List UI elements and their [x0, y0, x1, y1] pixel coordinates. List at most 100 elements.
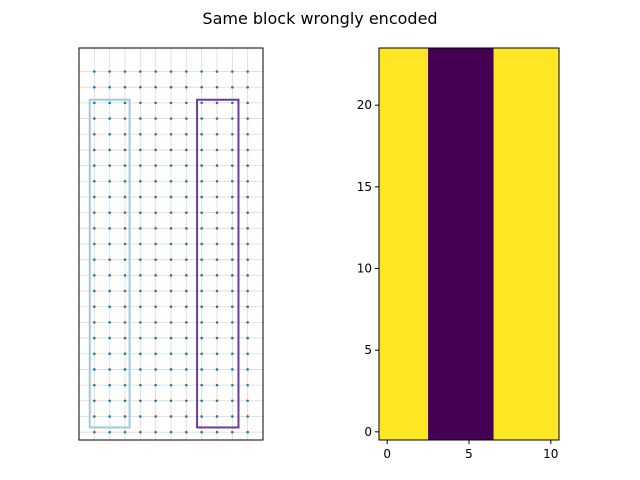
data-point [139, 321, 142, 324]
data-point [185, 195, 188, 199]
data-point [123, 258, 127, 261]
data-point [108, 101, 111, 105]
heatmap-column [379, 48, 396, 440]
data-point [139, 415, 142, 418]
data-point [123, 368, 127, 371]
data-point [200, 148, 203, 152]
heatmap-column [526, 48, 544, 440]
data-point [154, 352, 157, 356]
data-point [200, 195, 203, 199]
data-point [200, 117, 203, 120]
data-point [246, 383, 249, 387]
data-point [231, 368, 234, 371]
data-point [215, 305, 219, 309]
data-point [169, 399, 173, 403]
data-point [231, 274, 234, 277]
data-point [123, 195, 127, 199]
data-point [169, 368, 173, 371]
data-point [246, 415, 249, 418]
data-point [93, 117, 96, 120]
data-point [93, 101, 96, 105]
data-point [185, 211, 188, 214]
data-point [185, 101, 188, 105]
data-point [231, 383, 234, 387]
data-point [185, 321, 188, 324]
data-point [154, 117, 157, 120]
data-point [139, 258, 142, 261]
data-point [231, 242, 234, 246]
data-point [154, 321, 157, 324]
data-point [123, 430, 127, 434]
data-point [215, 70, 219, 73]
data-point [93, 383, 96, 387]
data-point [93, 352, 96, 356]
data-point [139, 85, 142, 89]
data-point [169, 85, 173, 89]
block-outline-2 [196, 98, 240, 429]
data-point [231, 352, 234, 356]
data-point [200, 132, 203, 136]
data-point [200, 101, 203, 105]
data-point [231, 399, 234, 403]
data-point [200, 336, 203, 340]
data-point [123, 227, 127, 230]
data-point [231, 132, 234, 136]
data-point [231, 415, 234, 418]
data-point [169, 179, 173, 183]
data-point [246, 148, 249, 152]
x-tick-label: 5 [465, 447, 473, 461]
data-point [231, 101, 234, 105]
data-point [215, 227, 219, 230]
data-point [246, 101, 249, 105]
data-point [139, 430, 142, 434]
x-tick-label: 10 [543, 447, 558, 461]
data-point [108, 289, 111, 293]
data-point [123, 415, 127, 418]
heatmap-column [411, 48, 429, 440]
data-point [200, 164, 203, 167]
data-point [185, 274, 188, 277]
data-point [169, 321, 173, 324]
data-point [169, 164, 173, 167]
data-point [139, 101, 142, 105]
data-point [123, 85, 127, 89]
data-point [108, 305, 111, 309]
data-point [154, 289, 157, 293]
data-point [93, 211, 96, 214]
data-point [139, 211, 142, 214]
heatmap-column [428, 48, 446, 440]
data-point [215, 336, 219, 340]
data-point [215, 242, 219, 246]
data-point [108, 242, 111, 246]
data-point [185, 258, 188, 261]
data-point [185, 70, 188, 73]
data-point [185, 148, 188, 152]
data-point [246, 195, 249, 199]
data-point [154, 368, 157, 371]
data-point [246, 305, 249, 309]
data-point [200, 430, 203, 434]
data-point [200, 383, 203, 387]
data-point [93, 415, 96, 418]
data-point [139, 399, 142, 403]
data-point [215, 101, 219, 105]
data-point [169, 305, 173, 309]
data-point [169, 415, 173, 418]
data-point [185, 336, 188, 340]
data-point [231, 179, 234, 183]
data-point [139, 164, 142, 167]
data-point [169, 274, 173, 277]
data-point [185, 227, 188, 230]
data-point [200, 179, 203, 183]
data-point [215, 195, 219, 199]
data-point [108, 164, 111, 167]
data-point [231, 164, 234, 167]
data-point [139, 242, 142, 246]
data-point [215, 352, 219, 356]
data-point [246, 352, 249, 356]
data-point [185, 368, 188, 371]
data-point [215, 399, 219, 403]
data-point [154, 399, 157, 403]
data-point [200, 70, 203, 73]
chart-title: Same block wrongly encoded [202, 9, 437, 28]
